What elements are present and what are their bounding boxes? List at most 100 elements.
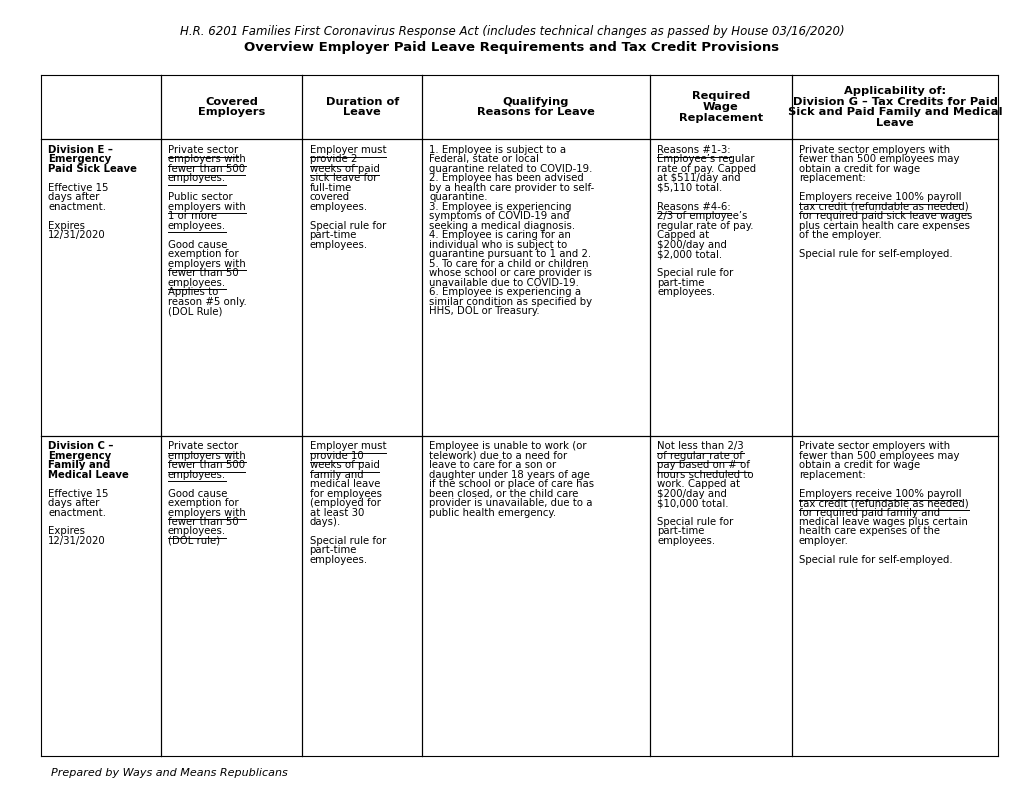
Text: family and: family and: [309, 470, 364, 479]
Text: quarantine pursuant to 1 and 2.: quarantine pursuant to 1 and 2.: [429, 249, 591, 260]
Text: employees.: employees.: [168, 470, 226, 479]
Text: $10,000 total.: $10,000 total.: [657, 498, 728, 508]
Text: Private sector: Private sector: [168, 441, 238, 451]
Text: Division E –: Division E –: [48, 145, 113, 155]
Text: been closed, or the child care: been closed, or the child care: [429, 489, 579, 498]
Text: provide 10: provide 10: [309, 451, 364, 460]
Text: pay based on # of: pay based on # of: [657, 460, 750, 470]
Text: Medical Leave: Medical Leave: [48, 470, 129, 479]
Text: full-time: full-time: [309, 183, 352, 193]
Text: Overview Employer Paid Leave Requirements and Tax Credit Provisions: Overview Employer Paid Leave Requirement…: [245, 41, 779, 54]
Text: employees.: employees.: [309, 240, 368, 249]
Text: individual who is subject to: individual who is subject to: [429, 240, 567, 249]
Text: H.R. 6201 Families First Coronavirus Response Act (includes technical changes as: H.R. 6201 Families First Coronavirus Res…: [179, 25, 845, 39]
Text: Required: Required: [691, 91, 750, 102]
Text: Good cause: Good cause: [168, 489, 227, 498]
Text: Special rule for: Special rule for: [309, 536, 386, 546]
Text: for required paid sick leave wages: for required paid sick leave wages: [799, 212, 972, 221]
Text: 12/31/2020: 12/31/2020: [48, 231, 105, 240]
Text: weeks of paid: weeks of paid: [309, 164, 379, 174]
Text: unavailable due to COVID-19.: unavailable due to COVID-19.: [429, 278, 579, 288]
Text: public health emergency.: public health emergency.: [429, 508, 556, 518]
Text: Special rule for: Special rule for: [657, 268, 733, 279]
Text: rate of pay. Capped: rate of pay. Capped: [657, 164, 756, 174]
Text: Effective 15: Effective 15: [48, 489, 109, 498]
Text: plus certain health care expenses: plus certain health care expenses: [799, 221, 970, 231]
Text: employers with: employers with: [168, 451, 246, 460]
Text: employers with: employers with: [168, 259, 246, 269]
Text: Family and: Family and: [48, 460, 111, 470]
Text: Covered: Covered: [205, 97, 258, 107]
Text: covered: covered: [309, 192, 349, 202]
Text: Special rule for: Special rule for: [309, 221, 386, 231]
Text: employees.: employees.: [168, 173, 226, 183]
Text: fewer than 50: fewer than 50: [168, 517, 239, 527]
Text: employees.: employees.: [168, 221, 226, 231]
Text: regular rate of pay.: regular rate of pay.: [657, 221, 754, 231]
Text: enactment.: enactment.: [48, 202, 106, 212]
Text: obtain a credit for wage: obtain a credit for wage: [799, 460, 920, 470]
Text: $200/day and: $200/day and: [657, 240, 727, 249]
Text: Reasons #1-3:: Reasons #1-3:: [657, 145, 730, 155]
Text: 1. Employee is subject to a: 1. Employee is subject to a: [429, 145, 566, 155]
Text: obtain a credit for wage: obtain a credit for wage: [799, 164, 920, 174]
Text: Applicability of:: Applicability of:: [844, 86, 946, 96]
Text: days after: days after: [48, 498, 99, 508]
Text: Paid Sick Leave: Paid Sick Leave: [48, 164, 137, 174]
Text: Good cause: Good cause: [168, 240, 227, 249]
Text: symptoms of COVID-19 and: symptoms of COVID-19 and: [429, 212, 569, 221]
Text: Leave: Leave: [343, 108, 381, 117]
Text: employees.: employees.: [657, 287, 715, 297]
Text: provider is unavailable, due to a: provider is unavailable, due to a: [429, 498, 593, 508]
Text: replacement:: replacement:: [799, 470, 865, 479]
Text: Emergency: Emergency: [48, 451, 112, 460]
Text: employers with: employers with: [168, 154, 246, 164]
Text: part-time: part-time: [657, 278, 705, 288]
Text: Not less than 2/3: Not less than 2/3: [657, 441, 743, 451]
Text: Replacement: Replacement: [679, 113, 763, 123]
Text: employees.: employees.: [309, 555, 368, 565]
Text: weeks of paid: weeks of paid: [309, 460, 379, 470]
Text: seeking a medical diagnosis.: seeking a medical diagnosis.: [429, 221, 575, 231]
Text: at least 30: at least 30: [309, 508, 364, 518]
Text: Public sector: Public sector: [168, 192, 232, 202]
Text: fewer than 50: fewer than 50: [168, 268, 239, 279]
Text: tax credit (refundable as needed): tax credit (refundable as needed): [799, 498, 969, 508]
Text: of regular rate of: of regular rate of: [657, 451, 743, 460]
Text: medical leave wages plus certain: medical leave wages plus certain: [799, 517, 968, 527]
Text: for employees: for employees: [309, 489, 382, 498]
Text: part-time: part-time: [309, 231, 357, 240]
Text: enactment.: enactment.: [48, 508, 106, 518]
Text: Special rule for self-employed.: Special rule for self-employed.: [799, 555, 952, 565]
Text: 2/3 of employee’s: 2/3 of employee’s: [657, 212, 748, 221]
Text: $2,000 total.: $2,000 total.: [657, 249, 722, 260]
Text: sick leave for: sick leave for: [309, 173, 377, 183]
Text: whose school or care provider is: whose school or care provider is: [429, 268, 592, 279]
Text: (employed for: (employed for: [309, 498, 380, 508]
Text: Employee is unable to work (or: Employee is unable to work (or: [429, 441, 587, 451]
Text: Sick and Paid Family and Medical: Sick and Paid Family and Medical: [787, 108, 1002, 117]
Text: hours scheduled to: hours scheduled to: [657, 470, 754, 479]
Text: Federal, state or local: Federal, state or local: [429, 154, 539, 164]
Text: 1 or more: 1 or more: [168, 212, 217, 221]
Text: Division G – Tax Credits for Paid: Division G – Tax Credits for Paid: [793, 97, 997, 107]
Text: Employers receive 100% payroll: Employers receive 100% payroll: [799, 489, 962, 498]
Text: part-time: part-time: [309, 545, 357, 556]
Text: exemption for: exemption for: [168, 249, 239, 260]
Text: Employers: Employers: [198, 108, 265, 117]
Text: employer.: employer.: [799, 536, 849, 546]
Text: Employee’s regular: Employee’s regular: [657, 154, 755, 164]
Text: Duration of: Duration of: [326, 97, 398, 107]
Text: $5,110 total.: $5,110 total.: [657, 183, 722, 193]
Text: employers with: employers with: [168, 202, 246, 212]
Text: Emergency: Emergency: [48, 154, 112, 164]
Text: Private sector employers with: Private sector employers with: [799, 441, 950, 451]
Text: employees.: employees.: [657, 536, 715, 546]
Text: Wage: Wage: [702, 102, 738, 112]
Text: 4. Employee is caring for an: 4. Employee is caring for an: [429, 231, 571, 240]
Text: quarantine.: quarantine.: [429, 192, 487, 202]
Text: 6. Employee is experiencing a: 6. Employee is experiencing a: [429, 287, 582, 297]
Text: 12/31/2020: 12/31/2020: [48, 536, 105, 546]
Text: reason #5 only.: reason #5 only.: [168, 297, 247, 307]
Text: Division C –: Division C –: [48, 441, 114, 451]
